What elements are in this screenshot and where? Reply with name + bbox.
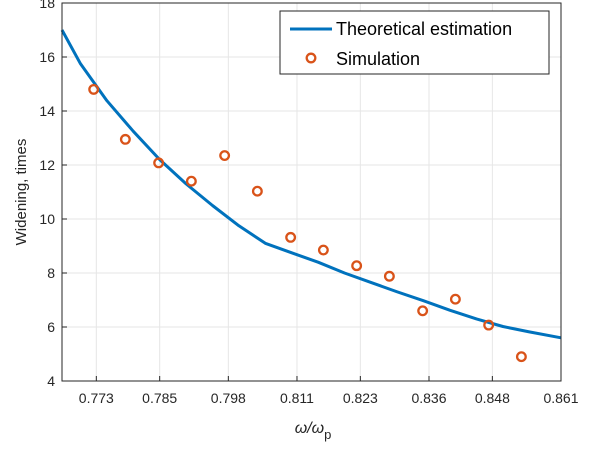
simulation-point xyxy=(417,305,429,317)
simulation-point xyxy=(317,244,329,256)
theoretical-estimation-line xyxy=(60,29,562,340)
legend-label-simulation: Simulation xyxy=(336,49,420,69)
x-tick-label: 0.798 xyxy=(211,390,246,406)
y-tick-label: 6 xyxy=(47,319,55,335)
y-tick-label: 4 xyxy=(47,373,55,389)
simulation-point xyxy=(153,157,165,169)
simulation-point xyxy=(351,260,363,272)
legend-label-theoretical: Theoretical estimation xyxy=(336,19,512,39)
x-tick-label: 0.861 xyxy=(543,390,578,406)
simulation-point xyxy=(88,83,100,95)
simulation-point xyxy=(119,133,131,145)
simulation-point xyxy=(383,270,395,282)
simulation-point xyxy=(449,293,461,305)
x-tick-label: 0.836 xyxy=(411,390,446,406)
y-tick-label: 14 xyxy=(39,103,55,119)
legend-box xyxy=(279,10,550,75)
x-tick-label: 0.823 xyxy=(343,390,378,406)
simulation-point xyxy=(483,319,495,331)
y-tick-label: 10 xyxy=(39,211,55,227)
x-tick-label: 0.848 xyxy=(475,390,510,406)
x-tick-label: 0.773 xyxy=(79,390,114,406)
x-axis-label: ω/ωp xyxy=(295,420,332,442)
x-tick-label: 0.785 xyxy=(142,390,177,406)
legend: Theoretical estimation Simulation xyxy=(279,10,550,75)
simulation-point xyxy=(219,150,231,162)
y-axis-label: Widening, times xyxy=(13,139,30,246)
simulation-point xyxy=(285,231,297,243)
y-tick-label: 12 xyxy=(39,157,55,173)
plot-frame xyxy=(61,2,562,382)
series-layer xyxy=(60,29,562,363)
x-tick-label: 0.811 xyxy=(280,390,314,406)
ticks: 0.773 0.785 0.798 0.811 0.823 0.836 0.848 0.861… xyxy=(39,0,578,406)
y-tick-label: 18 xyxy=(39,0,55,11)
y-tick-label: 16 xyxy=(39,49,55,65)
x-axis-label-main: ω/ω xyxy=(295,420,324,437)
simulation-point xyxy=(185,175,197,187)
simulation-point xyxy=(515,351,527,363)
x-axis-label-subscript: p xyxy=(324,427,331,442)
legend-marker-swatch xyxy=(305,52,317,64)
simulation-point xyxy=(251,185,263,197)
y-tick-label: 8 xyxy=(47,265,55,281)
